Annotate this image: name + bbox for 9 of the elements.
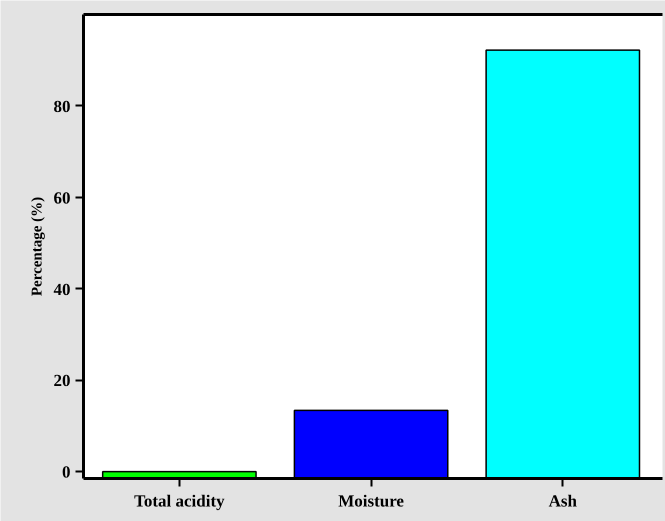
y-tick-label: 20 (54, 371, 70, 390)
y-tick-label: 40 (54, 280, 70, 299)
x-tick-label: Total acidity (134, 492, 226, 510)
y-tick-label: 60 (54, 188, 70, 208)
y-axis-title: Percentage (%) (30, 196, 46, 296)
x-tick-label: Moisture (338, 492, 404, 510)
x-tick-label: Ash (548, 492, 578, 510)
y-tick-label: 0 (62, 462, 70, 482)
y-tick-label: 80 (54, 96, 70, 116)
